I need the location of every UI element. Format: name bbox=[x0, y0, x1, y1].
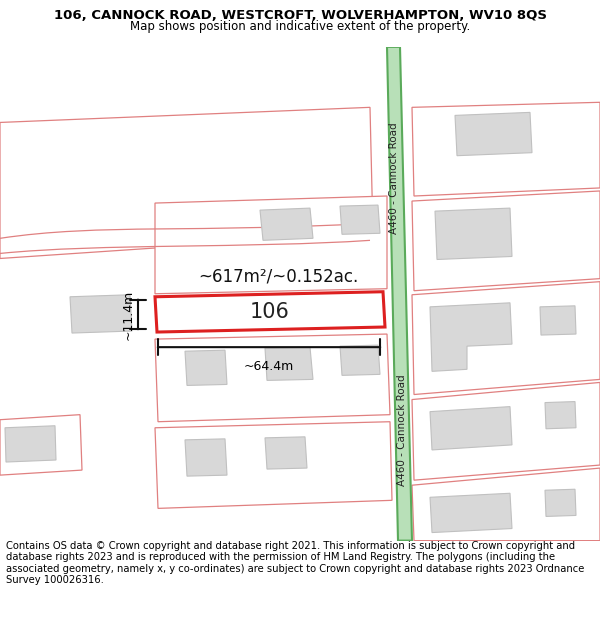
Polygon shape bbox=[185, 439, 227, 476]
Polygon shape bbox=[265, 437, 307, 469]
Polygon shape bbox=[0, 107, 373, 259]
Polygon shape bbox=[455, 112, 532, 156]
Polygon shape bbox=[435, 208, 512, 259]
Polygon shape bbox=[412, 282, 600, 394]
Polygon shape bbox=[430, 303, 512, 371]
Polygon shape bbox=[70, 295, 132, 333]
Polygon shape bbox=[5, 426, 56, 462]
Text: ~11.4m: ~11.4m bbox=[122, 289, 135, 339]
Polygon shape bbox=[540, 306, 576, 335]
Text: A460 - Cannock Road: A460 - Cannock Road bbox=[397, 374, 407, 486]
Polygon shape bbox=[340, 205, 380, 234]
Polygon shape bbox=[0, 414, 82, 475]
Polygon shape bbox=[430, 493, 512, 532]
Polygon shape bbox=[412, 468, 600, 541]
Text: A460 - Cannock Road: A460 - Cannock Road bbox=[389, 122, 399, 234]
Polygon shape bbox=[545, 402, 576, 429]
Polygon shape bbox=[387, 47, 412, 541]
Polygon shape bbox=[412, 102, 600, 196]
Polygon shape bbox=[412, 191, 600, 291]
Text: ~617m²/~0.152ac.: ~617m²/~0.152ac. bbox=[198, 268, 358, 286]
Text: 106: 106 bbox=[250, 302, 290, 322]
Polygon shape bbox=[155, 292, 385, 332]
Polygon shape bbox=[260, 208, 313, 241]
Text: 106, CANNOCK ROAD, WESTCROFT, WOLVERHAMPTON, WV10 8QS: 106, CANNOCK ROAD, WESTCROFT, WOLVERHAMP… bbox=[53, 9, 547, 22]
Text: ~64.4m: ~64.4m bbox=[244, 360, 294, 373]
Polygon shape bbox=[340, 345, 380, 376]
Polygon shape bbox=[430, 407, 512, 450]
Text: Map shows position and indicative extent of the property.: Map shows position and indicative extent… bbox=[130, 20, 470, 32]
Polygon shape bbox=[185, 350, 227, 386]
Polygon shape bbox=[545, 489, 576, 516]
Polygon shape bbox=[265, 347, 313, 381]
Polygon shape bbox=[412, 382, 600, 480]
Text: Contains OS data © Crown copyright and database right 2021. This information is : Contains OS data © Crown copyright and d… bbox=[6, 541, 584, 586]
Polygon shape bbox=[155, 334, 390, 422]
Polygon shape bbox=[155, 422, 392, 508]
Polygon shape bbox=[155, 196, 387, 294]
